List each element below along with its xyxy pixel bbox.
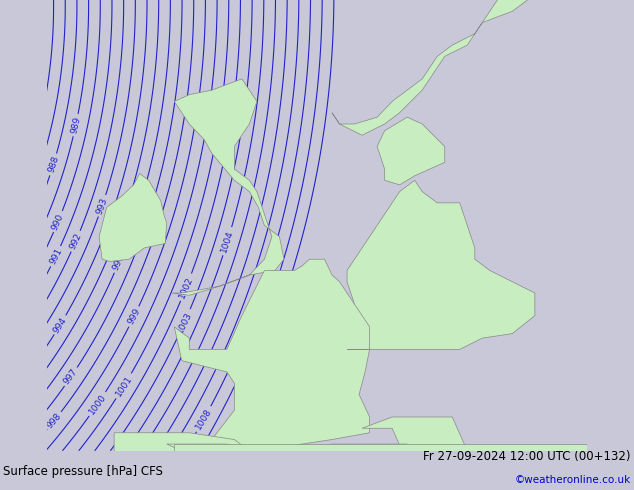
Polygon shape bbox=[174, 259, 380, 451]
Text: Surface pressure [hPa] CFS: Surface pressure [hPa] CFS bbox=[3, 465, 163, 478]
Text: 989: 989 bbox=[69, 116, 82, 135]
Polygon shape bbox=[114, 433, 309, 490]
Text: 1008: 1008 bbox=[194, 407, 214, 431]
Text: 998: 998 bbox=[45, 411, 63, 430]
Text: 993: 993 bbox=[95, 196, 109, 216]
Polygon shape bbox=[174, 444, 588, 451]
Text: 1004: 1004 bbox=[219, 229, 235, 253]
Text: 1003: 1003 bbox=[175, 310, 193, 335]
Text: 1001: 1001 bbox=[113, 374, 134, 398]
Polygon shape bbox=[377, 117, 444, 185]
Text: 991: 991 bbox=[48, 246, 63, 266]
Text: 988: 988 bbox=[46, 155, 60, 174]
Polygon shape bbox=[332, 0, 588, 135]
Text: 996: 996 bbox=[111, 253, 127, 272]
Polygon shape bbox=[347, 180, 535, 349]
Polygon shape bbox=[362, 417, 497, 490]
Text: 994: 994 bbox=[51, 316, 68, 335]
Text: Fr 27-09-2024 12:00 UTC (00+132): Fr 27-09-2024 12:00 UTC (00+132) bbox=[424, 450, 631, 463]
Text: 992: 992 bbox=[68, 232, 84, 251]
Text: 990: 990 bbox=[50, 212, 66, 231]
Polygon shape bbox=[171, 79, 284, 295]
Polygon shape bbox=[167, 444, 407, 451]
Text: 999: 999 bbox=[126, 307, 142, 326]
Text: 995: 995 bbox=[119, 198, 134, 217]
Text: ©weatheronline.co.uk: ©weatheronline.co.uk bbox=[515, 475, 631, 485]
Text: 1000: 1000 bbox=[87, 392, 108, 416]
Text: 1002: 1002 bbox=[178, 275, 195, 299]
Polygon shape bbox=[99, 173, 167, 262]
Text: 997: 997 bbox=[62, 367, 80, 387]
